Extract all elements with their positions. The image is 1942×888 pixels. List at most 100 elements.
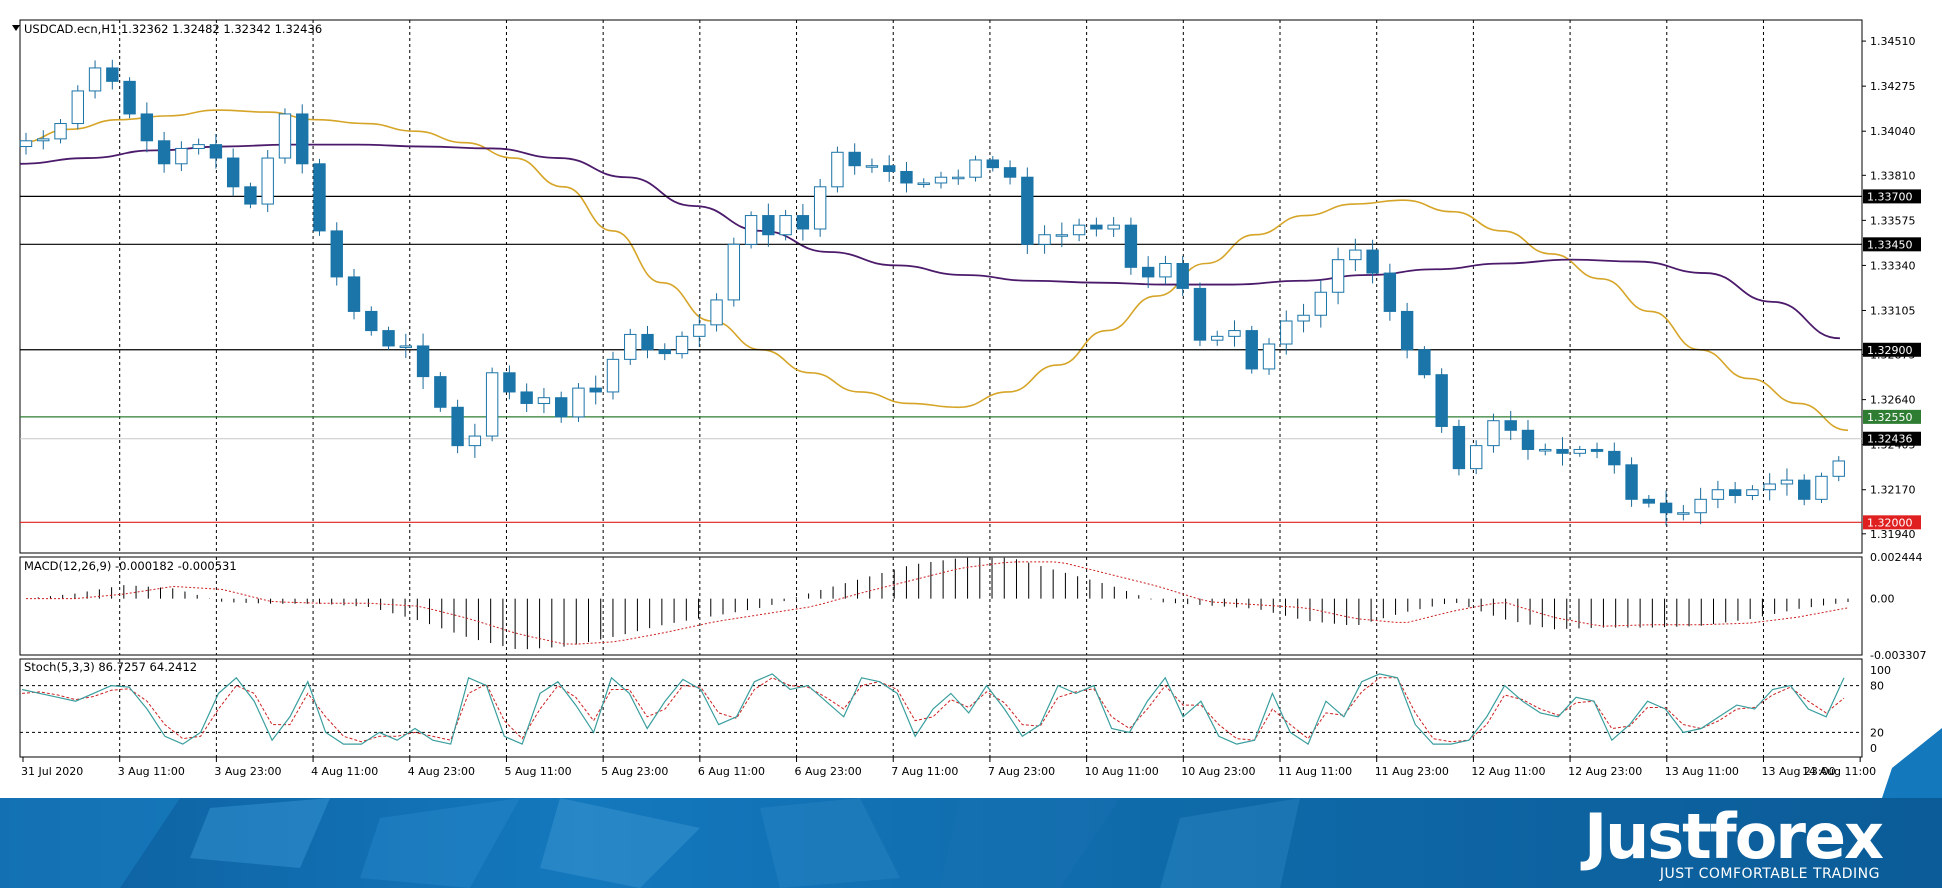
candle-body: [693, 324, 706, 337]
candle: [1107, 217, 1120, 237]
candle-body: [1435, 374, 1448, 427]
candle: [37, 130, 50, 150]
candle: [1642, 495, 1656, 508]
candle: [175, 141, 188, 172]
candle-body: [1469, 445, 1483, 470]
macd-signal-line: [26, 561, 1849, 645]
candle: [1280, 310, 1293, 355]
candle: [1245, 325, 1258, 374]
candle-body: [1159, 262, 1172, 278]
candle: [1746, 485, 1759, 501]
candle-body: [1228, 330, 1241, 337]
level-price-label: 1.33700: [1867, 190, 1913, 203]
candle: [1349, 238, 1362, 272]
candle: [71, 85, 84, 130]
candle: [140, 102, 154, 153]
axis-layer: 31 Jul 2020 3 Aug 11:00 3 Aug 23:00 4 Aug 1…: [12, 25, 1926, 778]
x-tick-label: 13 Aug 11:00: [1665, 765, 1739, 778]
candle-body: [37, 138, 50, 142]
level-price-tag: [1863, 515, 1921, 530]
candle-body: [106, 67, 119, 82]
candle-body: [606, 358, 620, 393]
candle-body: [468, 435, 482, 447]
candle-body: [1487, 420, 1500, 447]
candle-body: [434, 376, 447, 408]
candle-body: [313, 163, 326, 232]
candle-body: [1245, 330, 1258, 370]
candle-body: [1642, 498, 1656, 504]
candle-body: [1780, 479, 1794, 485]
y-tick-label: 1.33340: [1870, 259, 1916, 272]
candle-body: [744, 215, 758, 245]
candle-body: [244, 186, 257, 205]
x-tick-label: 4 Aug 23:00: [408, 765, 475, 778]
justforex-logo: Justforex: [1584, 800, 1884, 873]
symbol-dropdown-icon: [12, 25, 20, 31]
candle-body: [900, 170, 913, 184]
candle: [969, 155, 982, 182]
candle: [54, 119, 67, 144]
candle: [313, 158, 326, 236]
candle: [520, 383, 533, 412]
x-tick-label: 10 Aug 23:00: [1181, 765, 1255, 778]
candle-body: [1211, 335, 1224, 341]
moving-average-line: [19, 143, 1841, 340]
candle-body: [952, 176, 965, 180]
x-tick-label: 12 Aug 11:00: [1471, 765, 1545, 778]
candle-body: [865, 165, 879, 168]
y-tick-label: 1.34510: [1870, 35, 1916, 48]
candle: [693, 314, 706, 347]
candle: [1003, 160, 1017, 185]
y-tick-label: 1.34040: [1870, 125, 1916, 138]
macd-tick-label: 0.00: [1870, 593, 1895, 606]
candle: [1539, 443, 1552, 456]
candle-body: [917, 182, 930, 185]
candle-body: [831, 151, 844, 188]
candle: [1159, 255, 1172, 285]
x-tick-label: 3 Aug 11:00: [118, 765, 185, 778]
last-price-label: 1.32436: [1867, 433, 1913, 446]
candle-body: [209, 144, 223, 159]
candle: [1055, 222, 1069, 247]
macd-panel-title: MACD(12,26,9) -0.000182 -0.000531: [24, 559, 237, 573]
macd-tick-label: 0.002444: [1870, 551, 1923, 564]
candle: [382, 326, 395, 350]
candle-body: [1659, 502, 1673, 514]
candle-body: [762, 215, 775, 236]
stochastic-panel: [20, 673, 1862, 745]
candle-body: [848, 151, 861, 167]
candle: [1297, 303, 1310, 333]
candle-body: [710, 299, 723, 326]
candle-body: [572, 387, 585, 418]
candle: [1383, 263, 1397, 321]
level-price-tag: [1863, 237, 1921, 252]
candle-body: [934, 176, 948, 184]
candle-body: [140, 113, 154, 142]
candle-body: [675, 335, 689, 355]
candle-body: [1677, 512, 1690, 515]
candle-body: [261, 157, 274, 205]
brand-tagline: JUST COMFORTABLE TRADING: [1659, 866, 1880, 882]
candle-body: [986, 159, 999, 169]
candle: [1435, 368, 1448, 433]
x-tick-label: 7 Aug 11:00: [891, 765, 958, 778]
candle-body: [537, 397, 551, 404]
candle-body: [1314, 291, 1328, 316]
stochastic-tick-label: 100: [1870, 664, 1891, 677]
last-price-tag: [1863, 431, 1921, 446]
candle: [434, 372, 447, 412]
banner-decoration: [0, 798, 1300, 888]
level-price-tag: [1863, 409, 1921, 424]
candle-body: [1798, 479, 1811, 500]
level-price-label: 1.32000: [1867, 516, 1913, 529]
candle-body: [796, 215, 810, 230]
candle-body: [1590, 448, 1604, 452]
y-tick-label: 1.31940: [1870, 528, 1916, 541]
candle-body: [1297, 314, 1310, 322]
candle-body: [1573, 448, 1586, 454]
x-tick-label: 4 Aug 11:00: [311, 765, 378, 778]
candle-body: [175, 147, 188, 165]
candle-body: [1366, 249, 1379, 274]
banner-corner-accent: [1882, 728, 1942, 798]
candle: [1176, 255, 1189, 296]
